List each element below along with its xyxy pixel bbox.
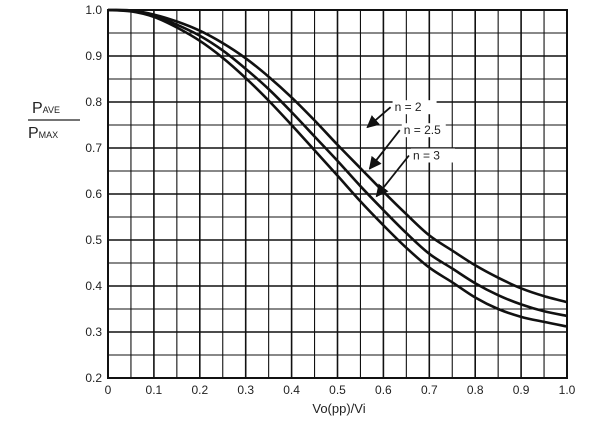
annotation-label-2: n = 2.5: [404, 123, 441, 137]
x-tick-label: 0: [105, 383, 112, 397]
annotation-arrow-2: [368, 129, 401, 170]
series-line-1: [107, 8, 568, 304]
annotation-label-bg-3: [410, 148, 455, 163]
x-axis-label: Vo(pp)/Vi: [312, 401, 365, 416]
annotation-label-bg-1: [392, 100, 437, 115]
x-tick-label: 1.0: [559, 383, 576, 397]
y-tick-label: 0.4: [85, 279, 102, 293]
annotation-arrow-1: [366, 106, 392, 129]
y-label-denominator: PMAX: [28, 125, 58, 142]
x-tick-label: 0.2: [191, 383, 208, 397]
grid: [107, 9, 568, 379]
y-tick-label: 0.6: [85, 187, 102, 201]
y-label-denominator-main: P: [28, 125, 39, 142]
y-tick-label: 0.3: [85, 325, 102, 339]
y-label-numerator-main: P: [32, 100, 43, 117]
x-tick-label: 0.1: [146, 383, 163, 397]
y-tick-label: 0.7: [85, 141, 102, 155]
series-line-2: [107, 8, 568, 318]
curve-annotations: n = 2 n = 2.5 n = 3: [366, 100, 455, 198]
y-tick-label: 0.8: [85, 95, 102, 109]
annotation-label-3: n = 3: [413, 149, 440, 163]
x-tick-label: 0.8: [467, 383, 484, 397]
tick-labels: 0 0.1 0.2 0.3 0.4 0.5 0.6 0.7 0.8 0.9 1.0 0.2 0.3 0.4…: [85, 3, 575, 397]
y-tick-label: 0.9: [85, 49, 102, 63]
y-tick-label: 1.0: [85, 3, 102, 17]
y-label-numerator: PAVE: [32, 100, 60, 117]
y-tick-label: 0.2: [85, 371, 102, 385]
annotation-label-1: n = 2: [395, 100, 422, 114]
x-tick-label: 0.6: [375, 383, 392, 397]
x-tick-label: 0.4: [283, 383, 300, 397]
y-axis-label: PAVE PMAX: [28, 100, 80, 142]
x-tick-label: 0.3: [237, 383, 254, 397]
y-label-numerator-sub: AVE: [43, 105, 60, 115]
annotation-label-bg-2: [401, 123, 446, 138]
plot-frame: [107, 9, 568, 379]
x-tick-label: 0.5: [329, 383, 346, 397]
annotation-arrow-3: [375, 154, 410, 198]
y-label-denominator-sub: MAX: [39, 130, 59, 140]
x-tick-label: 0.7: [421, 383, 438, 397]
x-tick-label: 0.9: [513, 383, 530, 397]
y-tick-label: 0.5: [85, 233, 102, 247]
curves: [107, 8, 568, 328]
series-line-3: [107, 8, 568, 328]
